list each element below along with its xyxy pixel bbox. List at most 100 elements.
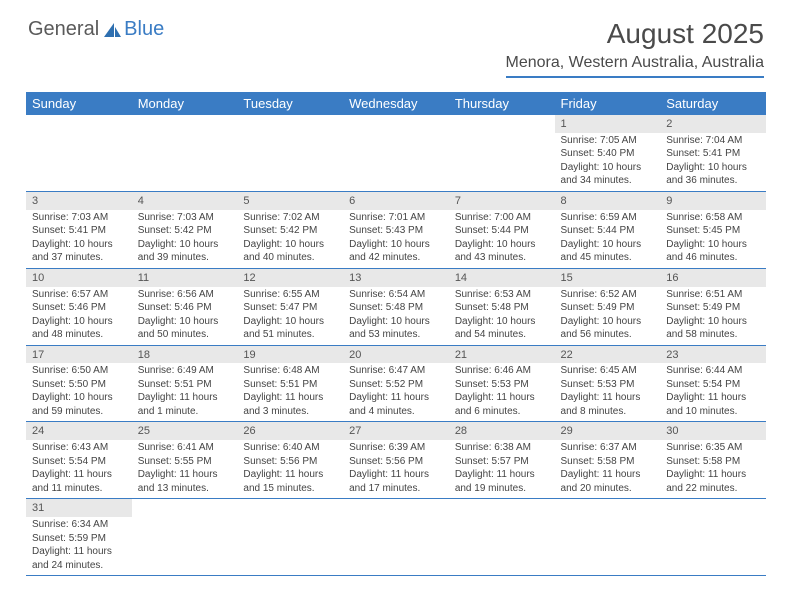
day-detail-cell: Sunrise: 6:55 AMSunset: 5:47 PMDaylight:… bbox=[237, 287, 343, 346]
day-detail-cell: Sunrise: 6:51 AMSunset: 5:49 PMDaylight:… bbox=[660, 287, 766, 346]
sunset-line: Sunset: 5:51 PM bbox=[243, 378, 337, 392]
sunrise-line: Sunrise: 6:43 AM bbox=[32, 441, 126, 455]
logo: General Blue bbox=[28, 18, 164, 41]
sunrise-line: Sunrise: 6:49 AM bbox=[138, 364, 232, 378]
day-number-cell: 11 bbox=[132, 268, 238, 286]
day-number-cell bbox=[555, 499, 661, 517]
daylight-line: Daylight: 11 hours and 22 minutes. bbox=[666, 468, 760, 495]
day-number-cell bbox=[26, 115, 132, 133]
sunset-line: Sunset: 5:56 PM bbox=[243, 455, 337, 469]
daylight-line: Daylight: 10 hours and 59 minutes. bbox=[32, 391, 126, 418]
day-number-cell: 19 bbox=[237, 345, 343, 363]
daylight-line: Daylight: 11 hours and 24 minutes. bbox=[32, 545, 126, 572]
detail-row: Sunrise: 6:43 AMSunset: 5:54 PMDaylight:… bbox=[26, 440, 766, 499]
sunset-line: Sunset: 5:41 PM bbox=[666, 147, 760, 161]
day-header: Tuesday bbox=[237, 92, 343, 115]
sunset-line: Sunset: 5:58 PM bbox=[561, 455, 655, 469]
day-detail-cell: Sunrise: 7:01 AMSunset: 5:43 PMDaylight:… bbox=[343, 210, 449, 269]
sunrise-line: Sunrise: 6:40 AM bbox=[243, 441, 337, 455]
day-header: Sunday bbox=[26, 92, 132, 115]
day-detail-cell: Sunrise: 7:03 AMSunset: 5:41 PMDaylight:… bbox=[26, 210, 132, 269]
day-detail-cell: Sunrise: 6:46 AMSunset: 5:53 PMDaylight:… bbox=[449, 363, 555, 422]
day-number-cell bbox=[237, 499, 343, 517]
day-number-cell bbox=[660, 499, 766, 517]
sunrise-line: Sunrise: 6:50 AM bbox=[32, 364, 126, 378]
daylight-line: Daylight: 11 hours and 15 minutes. bbox=[243, 468, 337, 495]
day-detail-cell: Sunrise: 7:00 AMSunset: 5:44 PMDaylight:… bbox=[449, 210, 555, 269]
daylight-line: Daylight: 10 hours and 54 minutes. bbox=[455, 315, 549, 342]
daylight-line: Daylight: 11 hours and 8 minutes. bbox=[561, 391, 655, 418]
day-detail-cell: Sunrise: 6:47 AMSunset: 5:52 PMDaylight:… bbox=[343, 363, 449, 422]
daylight-line: Daylight: 10 hours and 42 minutes. bbox=[349, 238, 443, 265]
sunrise-line: Sunrise: 7:04 AM bbox=[666, 134, 760, 148]
sunset-line: Sunset: 5:53 PM bbox=[455, 378, 549, 392]
sunset-line: Sunset: 5:57 PM bbox=[455, 455, 549, 469]
day-header-row: SundayMondayTuesdayWednesdayThursdayFrid… bbox=[26, 92, 766, 115]
sunset-line: Sunset: 5:41 PM bbox=[32, 224, 126, 238]
daylight-line: Daylight: 11 hours and 11 minutes. bbox=[32, 468, 126, 495]
calendar-table: SundayMondayTuesdayWednesdayThursdayFrid… bbox=[26, 92, 766, 576]
daylight-line: Daylight: 10 hours and 51 minutes. bbox=[243, 315, 337, 342]
sunrise-line: Sunrise: 6:48 AM bbox=[243, 364, 337, 378]
day-number-cell: 5 bbox=[237, 191, 343, 209]
daylight-line: Daylight: 10 hours and 43 minutes. bbox=[455, 238, 549, 265]
day-number-cell: 31 bbox=[26, 499, 132, 517]
sunset-line: Sunset: 5:44 PM bbox=[561, 224, 655, 238]
sunset-line: Sunset: 5:42 PM bbox=[138, 224, 232, 238]
sunrise-line: Sunrise: 6:37 AM bbox=[561, 441, 655, 455]
day-number-cell bbox=[132, 115, 238, 133]
day-number-cell: 4 bbox=[132, 191, 238, 209]
daylight-line: Daylight: 10 hours and 39 minutes. bbox=[138, 238, 232, 265]
day-detail-cell: Sunrise: 6:52 AMSunset: 5:49 PMDaylight:… bbox=[555, 287, 661, 346]
sunrise-line: Sunrise: 6:45 AM bbox=[561, 364, 655, 378]
sunrise-line: Sunrise: 6:35 AM bbox=[666, 441, 760, 455]
daylight-line: Daylight: 10 hours and 45 minutes. bbox=[561, 238, 655, 265]
day-number-cell: 29 bbox=[555, 422, 661, 440]
day-detail-cell bbox=[132, 517, 238, 576]
sunset-line: Sunset: 5:45 PM bbox=[666, 224, 760, 238]
sunset-line: Sunset: 5:49 PM bbox=[666, 301, 760, 315]
sunset-line: Sunset: 5:50 PM bbox=[32, 378, 126, 392]
day-number-cell: 8 bbox=[555, 191, 661, 209]
day-number-cell: 16 bbox=[660, 268, 766, 286]
daylight-line: Daylight: 11 hours and 20 minutes. bbox=[561, 468, 655, 495]
day-number-cell: 26 bbox=[237, 422, 343, 440]
detail-row: Sunrise: 6:34 AMSunset: 5:59 PMDaylight:… bbox=[26, 517, 766, 576]
day-number-cell: 12 bbox=[237, 268, 343, 286]
day-number-cell: 1 bbox=[555, 115, 661, 133]
sunrise-line: Sunrise: 7:05 AM bbox=[561, 134, 655, 148]
sunset-line: Sunset: 5:49 PM bbox=[561, 301, 655, 315]
sunset-line: Sunset: 5:42 PM bbox=[243, 224, 337, 238]
daylight-line: Daylight: 10 hours and 40 minutes. bbox=[243, 238, 337, 265]
daylight-line: Daylight: 11 hours and 19 minutes. bbox=[455, 468, 549, 495]
day-header: Saturday bbox=[660, 92, 766, 115]
daylight-line: Daylight: 11 hours and 13 minutes. bbox=[138, 468, 232, 495]
day-header: Wednesday bbox=[343, 92, 449, 115]
day-detail-cell bbox=[26, 133, 132, 192]
day-detail-cell bbox=[660, 517, 766, 576]
sunrise-line: Sunrise: 6:34 AM bbox=[32, 518, 126, 532]
day-number-cell: 6 bbox=[343, 191, 449, 209]
day-number-cell: 9 bbox=[660, 191, 766, 209]
sunset-line: Sunset: 5:48 PM bbox=[349, 301, 443, 315]
daylight-line: Daylight: 10 hours and 53 minutes. bbox=[349, 315, 443, 342]
sunrise-line: Sunrise: 6:59 AM bbox=[561, 211, 655, 225]
day-detail-cell bbox=[343, 517, 449, 576]
daynum-row: 24252627282930 bbox=[26, 422, 766, 440]
day-detail-cell: Sunrise: 6:57 AMSunset: 5:46 PMDaylight:… bbox=[26, 287, 132, 346]
day-header: Thursday bbox=[449, 92, 555, 115]
daylight-line: Daylight: 10 hours and 48 minutes. bbox=[32, 315, 126, 342]
day-number-cell: 27 bbox=[343, 422, 449, 440]
detail-row: Sunrise: 7:03 AMSunset: 5:41 PMDaylight:… bbox=[26, 210, 766, 269]
day-detail-cell bbox=[449, 133, 555, 192]
sunrise-line: Sunrise: 7:01 AM bbox=[349, 211, 443, 225]
day-number-cell: 20 bbox=[343, 345, 449, 363]
page-title: August 2025 bbox=[506, 18, 765, 50]
day-number-cell: 2 bbox=[660, 115, 766, 133]
header: General Blue August 2025 Menora, Western… bbox=[0, 0, 792, 86]
sunset-line: Sunset: 5:48 PM bbox=[455, 301, 549, 315]
sunset-line: Sunset: 5:54 PM bbox=[32, 455, 126, 469]
day-number-cell: 18 bbox=[132, 345, 238, 363]
day-detail-cell: Sunrise: 7:05 AMSunset: 5:40 PMDaylight:… bbox=[555, 133, 661, 192]
day-number-cell bbox=[343, 115, 449, 133]
